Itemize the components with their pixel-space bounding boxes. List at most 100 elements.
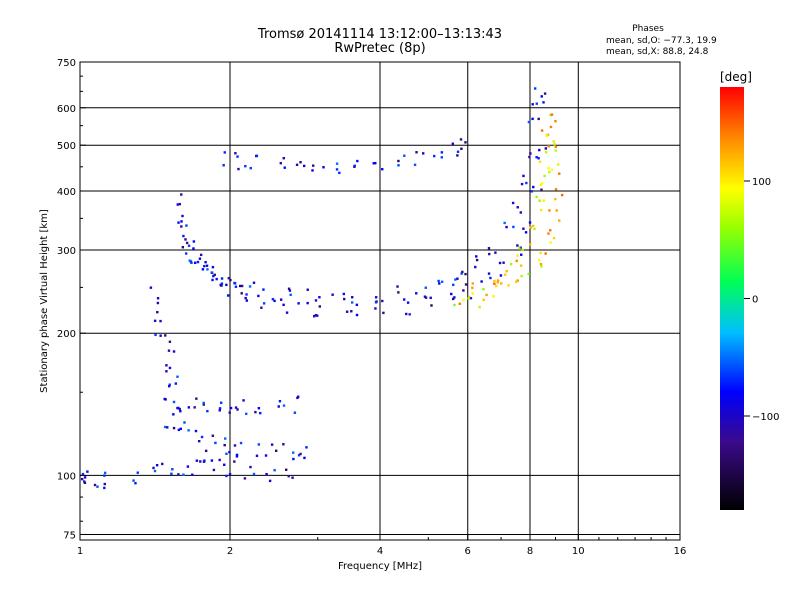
colorbar-tick-label: 0 — [752, 295, 758, 306]
data-point — [255, 454, 259, 458]
data-point — [167, 385, 171, 388]
data-point — [291, 476, 294, 479]
data-point — [299, 452, 302, 456]
data-point — [305, 446, 308, 449]
data-point — [236, 408, 239, 411]
data-point — [236, 155, 239, 158]
data-point — [429, 296, 432, 300]
data-point — [331, 293, 334, 296]
data-point — [159, 334, 162, 337]
data-point — [529, 152, 532, 155]
data-point — [282, 303, 285, 307]
data-point — [176, 406, 179, 410]
data-point — [252, 281, 256, 284]
data-point — [245, 299, 249, 302]
data-point — [406, 301, 410, 304]
data-point — [194, 429, 198, 433]
data-point — [548, 209, 551, 212]
data-point — [244, 164, 247, 168]
y-tick-label: 600 — [57, 104, 76, 115]
data-point — [180, 193, 183, 196]
data-point — [279, 161, 283, 165]
data-point — [167, 349, 171, 352]
data-point — [558, 219, 561, 222]
data-point — [132, 479, 135, 482]
data-point — [227, 276, 231, 280]
data-point — [297, 302, 300, 305]
data-point — [83, 481, 87, 485]
data-point — [548, 170, 551, 174]
data-point — [533, 227, 536, 231]
data-point — [306, 301, 309, 305]
data-point — [152, 466, 155, 470]
data-point — [86, 470, 89, 473]
data-point — [182, 473, 185, 476]
data-point — [164, 334, 167, 337]
data-point — [487, 247, 491, 250]
data-point — [205, 264, 209, 267]
data-point — [374, 296, 378, 299]
data-point — [543, 92, 547, 95]
data-point — [460, 147, 463, 150]
x-tick-label: 2 — [227, 546, 233, 557]
data-point — [382, 311, 385, 315]
data-point — [172, 426, 176, 430]
data-point — [228, 411, 231, 414]
data-point — [482, 298, 485, 302]
y-tick-label: 100 — [57, 471, 76, 482]
data-point — [475, 255, 478, 258]
data-point — [343, 297, 346, 301]
data-point — [415, 292, 418, 295]
data-point — [220, 284, 223, 287]
data-point — [83, 480, 86, 483]
data-point — [177, 428, 181, 432]
data-point — [149, 286, 153, 289]
data-point — [163, 397, 166, 401]
data-point — [288, 289, 292, 292]
data-point — [224, 437, 227, 440]
data-point — [211, 434, 215, 437]
data-point — [199, 253, 203, 257]
y-axis: 75 100 200 300 400 500 600 750 — [57, 58, 86, 541]
data-point — [467, 295, 471, 299]
x-tick-label: 8 — [527, 546, 533, 557]
data-point — [355, 313, 359, 317]
data-point — [202, 401, 205, 405]
data-point — [265, 472, 268, 476]
data-point — [172, 400, 176, 404]
data-point — [255, 154, 259, 158]
data-point — [539, 183, 543, 187]
data-point — [397, 164, 400, 167]
data-point — [278, 399, 282, 403]
data-point — [453, 303, 456, 307]
data-point — [531, 117, 534, 121]
data-point — [229, 406, 233, 410]
y-tick-label: 750 — [57, 58, 76, 69]
data-point — [257, 294, 260, 298]
data-point — [496, 281, 499, 284]
data-point — [192, 247, 195, 250]
data-point — [233, 282, 237, 285]
data-point — [285, 311, 289, 314]
data-point — [181, 214, 184, 218]
y-axis-label: Stationary phase Virtual Height [km] — [39, 209, 50, 393]
data-point — [515, 259, 518, 263]
data-point — [430, 304, 433, 307]
data-point — [103, 471, 107, 475]
data-point — [544, 147, 548, 150]
data-point — [381, 168, 384, 171]
stats-line-x: mean, sd,X: 88.8, 24.8 — [606, 47, 709, 57]
data-point — [287, 474, 290, 478]
data-point — [537, 258, 541, 262]
colorbar-label: [deg] — [720, 70, 752, 84]
data-point — [210, 271, 213, 274]
data-point — [302, 164, 306, 168]
data-point — [206, 268, 209, 271]
data-point — [540, 265, 543, 268]
data-point — [218, 458, 221, 462]
data-point — [454, 278, 457, 281]
data-point — [204, 449, 208, 453]
data-point — [456, 154, 459, 157]
data-point — [277, 405, 280, 408]
data-point — [264, 454, 268, 457]
